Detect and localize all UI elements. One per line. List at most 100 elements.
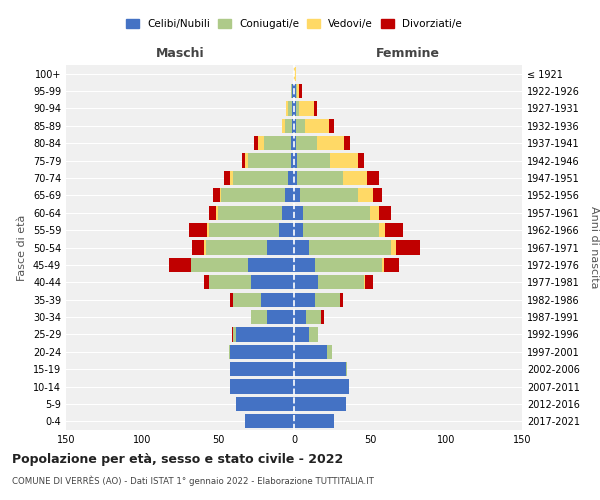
Bar [229, 344, 230, 359]
Bar [306, 310, 322, 324]
Bar [299, 84, 302, 98]
Bar [299, 102, 314, 116]
Bar [230, 171, 233, 185]
Bar [294, 362, 346, 376]
Bar [169, 258, 191, 272]
Bar [209, 206, 217, 220]
Bar [297, 171, 343, 185]
Bar [296, 136, 317, 150]
Bar [294, 328, 309, 342]
Bar [245, 154, 248, 168]
Bar [294, 380, 349, 394]
Bar [236, 397, 294, 411]
Bar [317, 136, 344, 150]
Bar [300, 188, 358, 202]
Bar [328, 344, 332, 359]
Bar [294, 206, 303, 220]
Bar [191, 258, 248, 272]
Bar [344, 136, 350, 150]
Bar [294, 275, 319, 289]
Bar [189, 223, 208, 237]
Bar [294, 118, 296, 133]
Bar [294, 414, 334, 428]
Bar [214, 188, 220, 202]
Bar [296, 84, 297, 98]
Bar [294, 171, 297, 185]
Bar [296, 118, 305, 133]
Text: Femmine: Femmine [376, 47, 440, 60]
Y-axis label: Fasce di età: Fasce di età [17, 214, 27, 280]
Bar [236, 328, 294, 342]
Bar [379, 206, 391, 220]
Bar [282, 118, 285, 133]
Text: Maschi: Maschi [155, 47, 205, 60]
Legend: Celibi/Nubili, Coniugati/e, Vedovi/e, Divorziati/e: Celibi/Nubili, Coniugati/e, Vedovi/e, Di… [126, 19, 462, 30]
Bar [294, 258, 315, 272]
Bar [309, 240, 391, 254]
Bar [373, 188, 382, 202]
Bar [370, 206, 379, 220]
Text: COMUNE DI VERRÈS (AO) - Dati ISTAT 1° gennaio 2022 - Elaborazione TUTTITALIA.IT: COMUNE DI VERRÈS (AO) - Dati ISTAT 1° ge… [12, 476, 374, 486]
Bar [291, 136, 294, 150]
Bar [294, 344, 328, 359]
Bar [358, 188, 373, 202]
Bar [221, 188, 285, 202]
Bar [285, 118, 292, 133]
Bar [314, 102, 317, 116]
Bar [292, 102, 294, 116]
Bar [294, 292, 315, 307]
Bar [383, 258, 399, 272]
Bar [230, 380, 294, 394]
Bar [292, 118, 294, 133]
Bar [294, 136, 296, 150]
Bar [322, 310, 325, 324]
Bar [294, 102, 296, 116]
Bar [396, 240, 420, 254]
Bar [233, 328, 236, 342]
Bar [208, 223, 209, 237]
Bar [242, 154, 245, 168]
Bar [260, 292, 294, 307]
Bar [309, 328, 319, 342]
Bar [303, 223, 379, 237]
Bar [230, 292, 233, 307]
Bar [315, 258, 382, 272]
Y-axis label: Anni di nascita: Anni di nascita [589, 206, 599, 289]
Bar [319, 275, 364, 289]
Bar [230, 344, 294, 359]
Bar [285, 188, 294, 202]
Bar [294, 240, 309, 254]
Bar [385, 223, 403, 237]
Bar [292, 84, 294, 98]
Bar [296, 102, 299, 116]
Bar [358, 154, 364, 168]
Bar [305, 118, 329, 133]
Bar [279, 223, 294, 237]
Bar [364, 275, 365, 289]
Bar [248, 258, 294, 272]
Bar [286, 102, 288, 116]
Bar [346, 362, 347, 376]
Bar [367, 171, 379, 185]
Bar [315, 292, 340, 307]
Bar [294, 154, 297, 168]
Bar [248, 154, 291, 168]
Bar [303, 206, 370, 220]
Bar [266, 240, 294, 254]
Bar [233, 292, 260, 307]
Bar [217, 206, 218, 220]
Bar [263, 136, 291, 150]
Bar [297, 84, 299, 98]
Bar [233, 171, 288, 185]
Bar [297, 154, 331, 168]
Bar [192, 240, 205, 254]
Bar [294, 397, 346, 411]
Bar [254, 136, 257, 150]
Bar [288, 102, 292, 116]
Bar [251, 275, 294, 289]
Bar [257, 136, 263, 150]
Bar [230, 362, 294, 376]
Bar [205, 240, 206, 254]
Bar [209, 275, 251, 289]
Bar [224, 171, 230, 185]
